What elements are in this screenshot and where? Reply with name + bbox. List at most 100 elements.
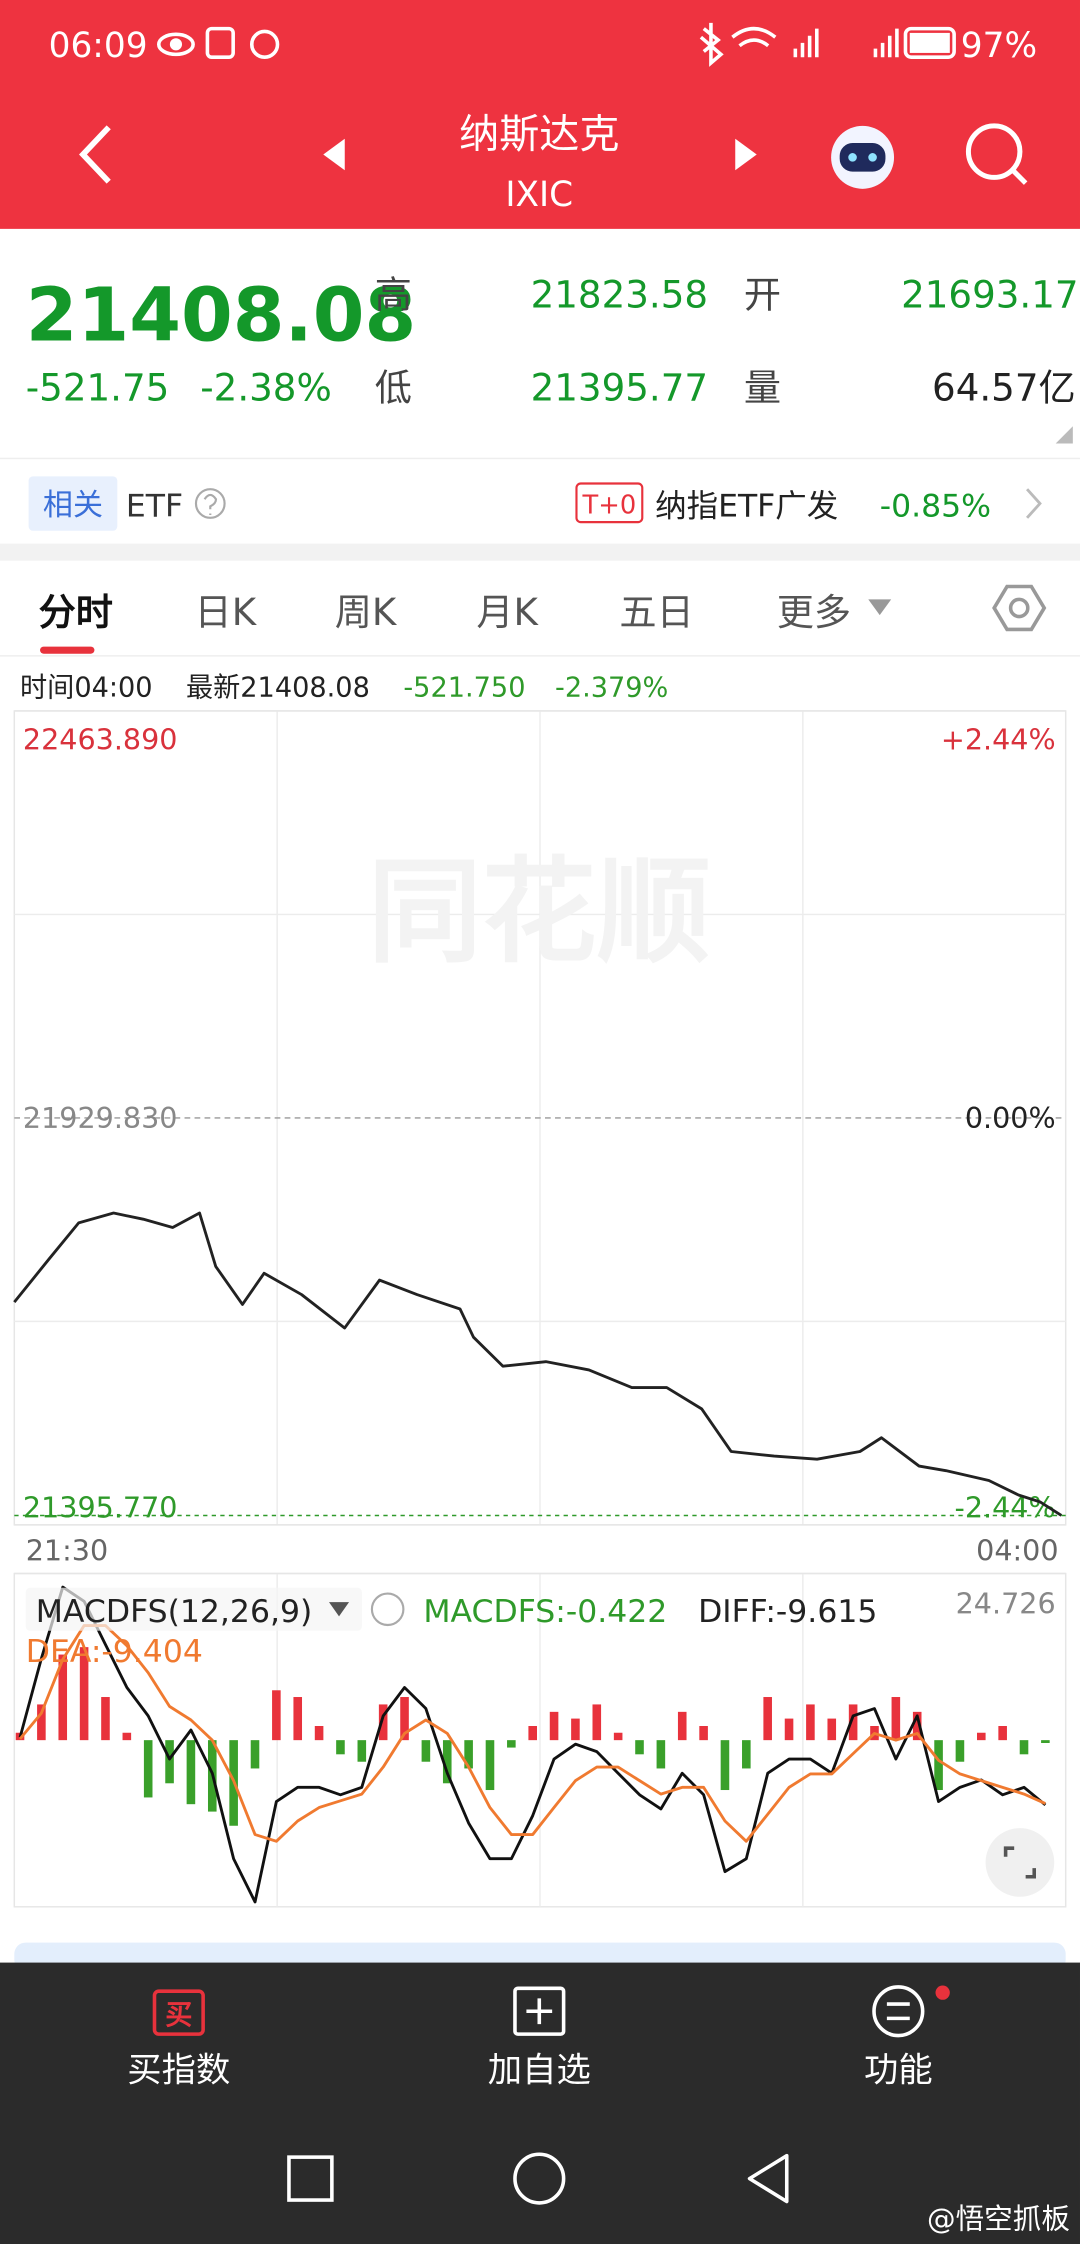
tab[interactable]: 五日 (619, 590, 693, 634)
histogram-bar (912, 1711, 922, 1741)
recent-apps[interactable] (287, 2155, 334, 2202)
settings-button[interactable] (992, 584, 1047, 632)
tab[interactable]: 日K (195, 590, 258, 634)
indicator-name: MACDFS(12,26,9) (36, 1594, 313, 1630)
price-line (13, 1211, 1063, 1517)
nav-watchlist: 加自选 (488, 2050, 591, 2090)
tab[interactable]: 更多 (777, 590, 851, 634)
open-label: 开 (744, 273, 781, 317)
histogram-bar (656, 1740, 666, 1769)
divider (0, 655, 1080, 657)
badge-bg (28, 476, 118, 531)
histogram-bar (58, 1654, 68, 1741)
related-badge: 相关 (43, 488, 103, 523)
histogram-bar (186, 1740, 196, 1805)
histogram-bar (293, 1697, 303, 1741)
histogram-bar (806, 1704, 815, 1741)
back-button[interactable] (79, 125, 111, 184)
menu-lines (886, 2002, 910, 2021)
histogram-bar (336, 1740, 345, 1755)
y2-tick-label: +2.44% (941, 723, 1056, 757)
buy-icon: 买 (165, 2000, 192, 2031)
volume-value: 64.57亿 (932, 366, 1076, 410)
x-tick-label: 21:30 (26, 1534, 108, 1568)
histogram-bar (250, 1740, 260, 1769)
info-change-pct: -2.379% (555, 673, 668, 704)
histogram-bar (37, 1704, 46, 1741)
histogram-bar (1041, 1740, 1050, 1743)
section-gap (0, 543, 1080, 561)
functions-button[interactable]: 功能 (864, 1985, 950, 2090)
divider (0, 457, 1080, 460)
header-subtitle: IXIC (505, 175, 573, 215)
y-tick-label: 22463.890 (23, 723, 178, 757)
y2-tick-label: -2.44% (955, 1491, 1056, 1525)
histogram-bar (400, 1697, 409, 1741)
macd-chart: 24.726 MACDFS:-0.422 DIFF:-9.615 DEA:-9.404 (13, 1572, 1067, 1908)
histogram-bar (720, 1740, 730, 1791)
selector-bg (25, 1587, 362, 1631)
legend-entry: DEA:-9.404 (26, 1634, 203, 1670)
search-button[interactable] (965, 123, 1028, 185)
histogram-bar (934, 1740, 943, 1791)
nav-functions: 功能 (864, 2050, 933, 2090)
indicator-line (18, 1624, 1046, 1843)
tab[interactable]: 周K (335, 590, 398, 634)
histogram-bar (955, 1740, 965, 1762)
status-battery: 97% (961, 26, 1037, 66)
active-tab-indicator (40, 646, 95, 654)
legend-entry: MACDFS:-0.422 (423, 1594, 667, 1630)
histogram-bar (485, 1740, 495, 1791)
indicator-selector[interactable]: MACDFS(12,26,9) (25, 1587, 362, 1631)
prev-button[interactable] (323, 138, 345, 171)
y-tick-label: 21929.830 (23, 1101, 178, 1135)
tab[interactable]: 分时 (39, 590, 113, 634)
histogram-bar (507, 1740, 516, 1748)
histogram-bar (571, 1718, 580, 1741)
etf-label: ETF (126, 488, 183, 524)
open-value: 21693.17 (901, 273, 1078, 317)
assistant-button[interactable] (831, 125, 895, 189)
histogram-bar (165, 1740, 174, 1784)
x-tick-label: 04:00 (976, 1534, 1058, 1568)
legend-entry: DIFF:-9.615 (698, 1594, 877, 1630)
notification-dot (935, 1985, 950, 2000)
help-icon (194, 488, 226, 519)
nav-buy: 买指数 (127, 2050, 230, 2090)
histogram-bar (784, 1718, 794, 1741)
histogram-bar (122, 1732, 132, 1741)
histogram-bar (528, 1726, 537, 1741)
histogram-bar (549, 1711, 559, 1741)
next-button[interactable] (735, 138, 757, 171)
status-time: 06:09 (49, 26, 148, 66)
expand-button[interactable] (985, 1828, 1055, 1897)
price-change-pct: -2.38% (200, 366, 332, 410)
histogram-bar (613, 1732, 623, 1741)
high-value: 21823.58 (531, 273, 708, 317)
histogram-bar (143, 1740, 153, 1798)
histogram-bar (848, 1704, 858, 1741)
buy-button[interactable]: 买 买指数 (127, 1989, 230, 2090)
home[interactable] (513, 2152, 566, 2205)
buy-icon-box (152, 1989, 205, 2036)
chevron (1026, 488, 1042, 519)
tab[interactable]: 月K (476, 590, 539, 634)
plus-box (513, 1986, 566, 2036)
period-tabs: 分时 日K 周K 月K 五日 更多 (39, 590, 851, 654)
back-nav[interactable] (747, 2153, 789, 2204)
y2-tick-label: 0.00% (965, 1101, 1056, 1135)
price-chart: 同花顺 22463.890 21929.830 21395.770 +2.44% 0.00… (13, 710, 1067, 1568)
histogram-bar (763, 1697, 772, 1741)
indicator-help[interactable] (370, 1592, 405, 1627)
related-etf-row[interactable]: 相关 ETF T+0 纳指ETF广发 -0.85% (28, 476, 1042, 531)
info-latest: 最新21408.08 (186, 673, 370, 704)
watchlist-button[interactable]: 加自选 (488, 1986, 591, 2090)
indicator-line (18, 1585, 1047, 1904)
histogram-bar (699, 1726, 708, 1741)
histogram-bar (272, 1690, 281, 1741)
dropdown-arrow (329, 1602, 350, 1617)
histogram-bar (101, 1697, 110, 1741)
y-tick-label: 21395.770 (23, 1491, 178, 1525)
